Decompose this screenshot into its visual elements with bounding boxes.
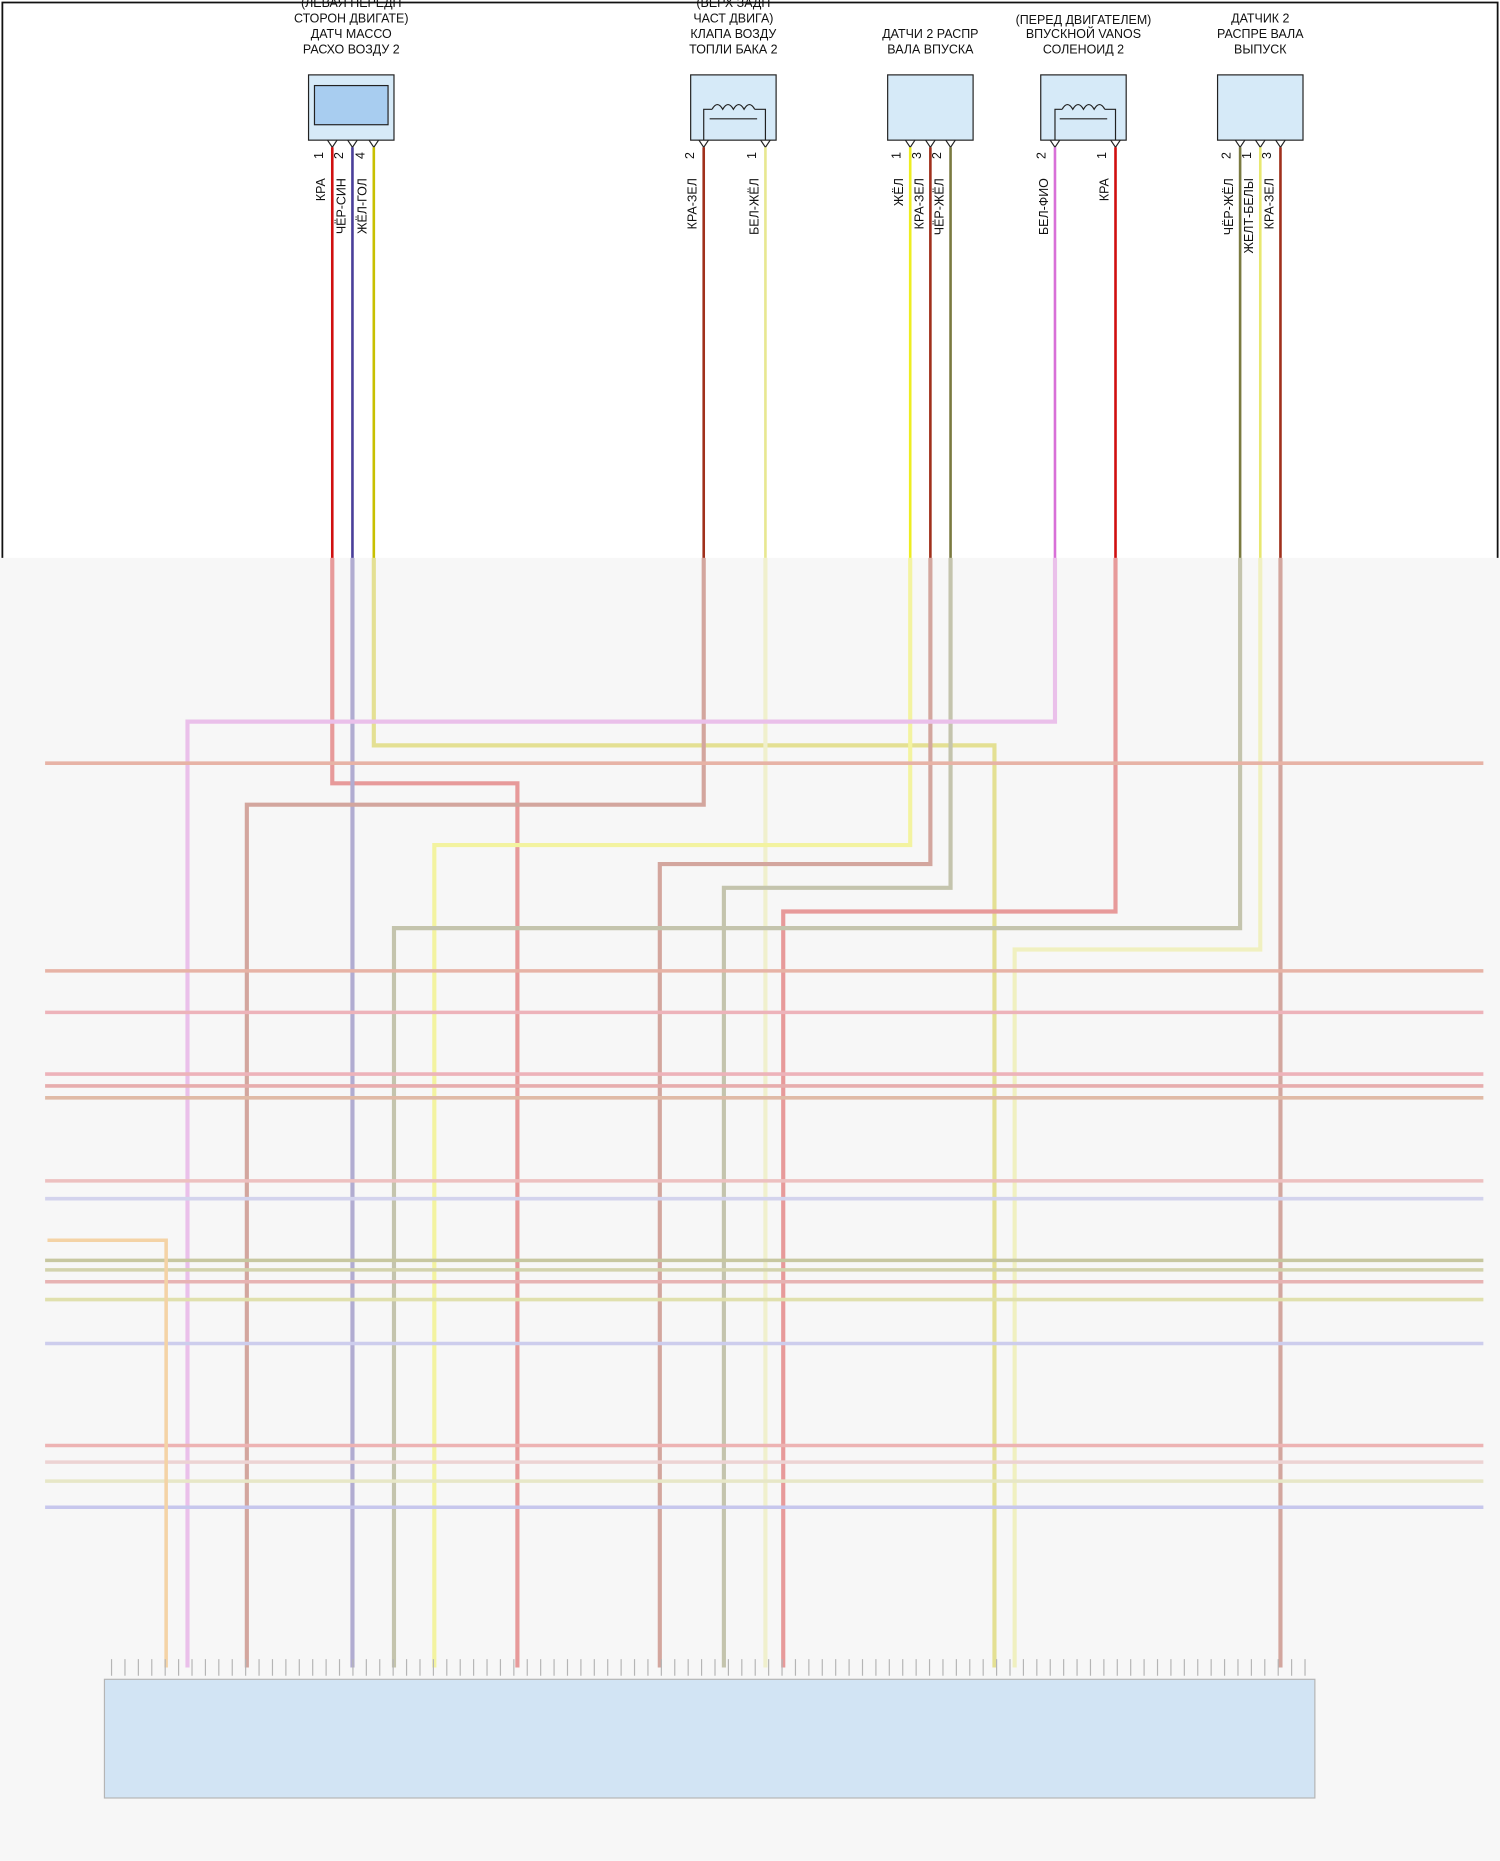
wire-continuation: [244, 557, 706, 1668]
wire-continuation: [721, 557, 953, 1668]
wire-label: ЧЁР-ЖЁЛ: [1222, 178, 1236, 235]
coil-symbol: [703, 103, 767, 141]
wire-continuation: [391, 557, 1243, 1668]
pin-number: 3: [1260, 152, 1274, 159]
wire-label: ЖЕЛТ-БЕЛЫ: [1242, 178, 1256, 253]
component-label: ВЫПУСК: [1234, 43, 1287, 57]
component-label: РАСХО ВОЗДУ 2: [303, 43, 400, 57]
connectors: (ЛЕВАЯ ПЕРЕДН СТОРОН ДВИГАТЕ)ДАТЧ МАССО РА…: [294, 0, 1304, 558]
pin-terminal: [945, 139, 956, 149]
pin-terminal: [1275, 139, 1286, 149]
pin-terminal: [760, 139, 771, 149]
pin-number: 3: [910, 152, 924, 159]
wire-continuation: [47, 1238, 168, 1668]
wire-label: ЧЁР-ЖЁЛ: [932, 178, 946, 235]
component-label: СОЛЕНОИД 2: [1043, 43, 1124, 57]
pin-terminal: [368, 139, 380, 149]
wire-continuation: [781, 557, 1118, 1668]
wire-label: БЕЛ-ФИО: [1037, 178, 1051, 235]
pin-terminal: [698, 139, 709, 149]
wire-label: КРА-ЗЕЛ: [1262, 178, 1276, 229]
component-label: (ЛЕВАЯ ПЕРЕДН: [301, 0, 402, 10]
pin-number: 1: [890, 152, 904, 159]
wire-continuation: [371, 557, 997, 1668]
pin-number: 1: [1240, 152, 1254, 159]
component-label: ВПУСКНОЙ VANOS: [1026, 26, 1141, 41]
frame: [1, 1, 1499, 558]
wire-continuation: [432, 557, 913, 1668]
wire-label: КРА-ЗЕЛ: [686, 178, 700, 229]
faded-area: [0, 557, 1500, 1861]
component-label: ВАЛА ВПУСКА: [887, 43, 974, 57]
connector-box: [1216, 74, 1304, 141]
connector-box: [1040, 74, 1127, 141]
sensor-element: [313, 84, 389, 126]
pin-number: 2: [683, 152, 697, 159]
pin-number: 2: [1034, 152, 1048, 159]
ecu-connector: [103, 1678, 1316, 1799]
pin-number: 1: [745, 152, 759, 159]
wire-continuation: [1012, 557, 1263, 1668]
pin-number: 2: [930, 152, 944, 159]
wire-continuation: [185, 557, 1058, 1668]
pin-number: 1: [312, 152, 326, 159]
wire-continuation: [330, 557, 520, 1668]
pin-number: 1: [1095, 152, 1109, 159]
location-note: (ПЕРЕД ДВИГАТЕЛЕМ): [1016, 13, 1152, 27]
wire-label: БЕЛ-ЖЁЛ: [747, 178, 761, 235]
wire-label: КРА-ЗЕЛ: [912, 178, 926, 229]
connector-box: [887, 74, 974, 141]
connector-box: [690, 74, 777, 141]
blurred-lower-section: [45, 557, 1484, 1799]
pin-terminal: [1049, 139, 1061, 149]
wire-label: ЖЁЛ: [892, 178, 906, 206]
component-label: КЛАПА ВОЗДУ: [690, 27, 776, 41]
pin-terminal: [327, 139, 338, 149]
component-label: РАСПРЕ ВАЛА: [1217, 27, 1304, 41]
component-label: (ВЕРХ ЗАДН: [696, 0, 770, 10]
pin-terminal: [1255, 139, 1266, 149]
component-label: ДАТЧ МАССО: [311, 27, 392, 41]
component-label: ТОПЛИ БАКА 2: [689, 43, 777, 57]
pin-terminal: [1110, 139, 1121, 149]
component-label: СТОРОН ДВИГАТЕ): [294, 12, 408, 26]
pin-number: 2: [1220, 152, 1234, 159]
wire-label: ЖЁЛ-ГОЛ: [356, 178, 370, 234]
pin-terminal: [347, 139, 358, 149]
pin-number: 2: [332, 152, 346, 159]
wire-continuation: [657, 557, 933, 1668]
wire-label: КРА: [1097, 177, 1111, 201]
pin-number: 4: [353, 152, 367, 159]
component-label: ЧАСТ ДВИГА): [693, 12, 773, 26]
pin-terminal: [1234, 139, 1246, 149]
coil-symbol: [1054, 103, 1117, 141]
pin-terminal: [925, 139, 936, 149]
pin-terminal: [904, 139, 916, 149]
wire-label: ЧЁР-СИН: [334, 178, 348, 234]
component-label: ДАТЧИ 2 РАСПР: [882, 27, 978, 41]
component-label: ДАТЧИК 2: [1231, 12, 1289, 26]
wire-label: КРА: [314, 177, 328, 201]
